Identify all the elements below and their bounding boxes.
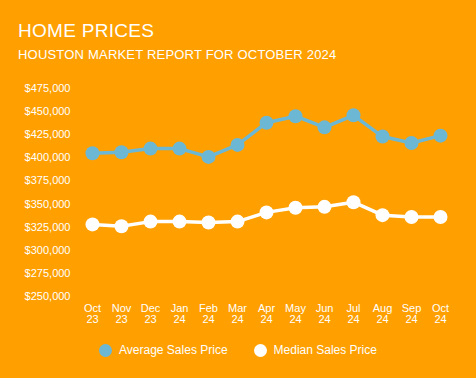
svg-text:Sep24: Sep24: [402, 302, 422, 325]
svg-text:Mar24: Mar24: [228, 302, 247, 325]
svg-text:$450,000: $450,000: [25, 105, 71, 117]
svg-text:Jul24: Jul24: [346, 302, 360, 325]
html-text:HOUSTON MARKET REPORT FOR OCTO: HOUSTON MARKET REPORT FOR OCTOBER 2024: [18, 47, 337, 62]
svg-text:$325,000: $325,000: [25, 221, 71, 233]
svg-text:$350,000: $350,000: [25, 198, 71, 210]
svg-text:$400,000: $400,000: [25, 151, 71, 163]
svg-text:Oct23: Oct23: [84, 302, 101, 325]
svg-text:Apr24: Apr24: [258, 302, 275, 325]
svg-text:$375,000: $375,000: [25, 174, 71, 186]
html-text:Median Sales Price: Median Sales Price: [273, 343, 377, 357]
svg-text:$250,000: $250,000: [25, 290, 71, 302]
svg-text:$300,000: $300,000: [25, 244, 71, 256]
svg-text:$475,000: $475,000: [25, 82, 71, 94]
svg-text:Dec23: Dec23: [141, 302, 161, 325]
svg-text:$425,000: $425,000: [25, 128, 71, 140]
svg-text:May24: May24: [285, 302, 306, 325]
svg-text:$275,000: $275,000: [25, 267, 71, 279]
svg-text:Feb24: Feb24: [199, 302, 218, 325]
svg-text:Nov23: Nov23: [112, 302, 132, 325]
svg-text:Jan24: Jan24: [171, 302, 189, 325]
svg-text:Aug24: Aug24: [373, 302, 393, 325]
svg-text:Jun24: Jun24: [316, 302, 334, 325]
html-text:Average Sales Price: Average Sales Price: [119, 343, 228, 357]
svg-text:Oct24: Oct24: [432, 302, 449, 325]
html-text:HOME PRICES: HOME PRICES: [18, 20, 155, 41]
